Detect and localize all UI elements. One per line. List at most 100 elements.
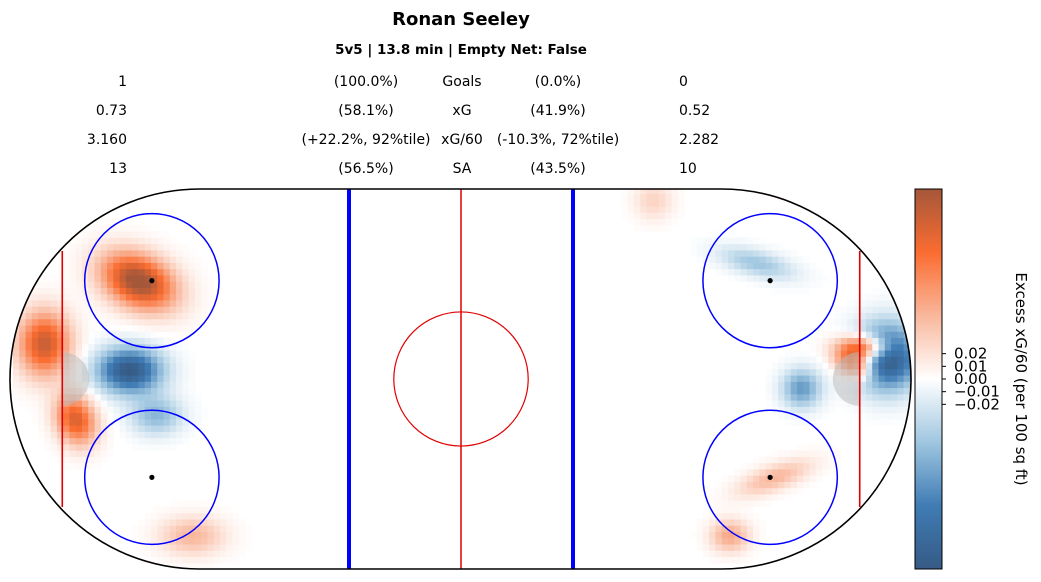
heat-cell (207, 306, 215, 313)
heat-cell (150, 324, 158, 332)
colorbar-swatch (915, 529, 942, 532)
heat-cell (665, 212, 673, 220)
heat-cell (853, 299, 861, 307)
heat-cell (138, 412, 146, 420)
colorbar-swatch (915, 203, 942, 206)
heat-cell (169, 518, 177, 526)
heat-cell (809, 418, 817, 426)
heat-cell (81, 249, 89, 257)
heat-cell (125, 406, 133, 414)
heat-cell (219, 537, 227, 545)
heat-cell (734, 487, 742, 495)
heat-cell (194, 412, 202, 420)
heat-cell (828, 381, 836, 389)
heat-cell (884, 356, 892, 364)
heat-cell (169, 287, 177, 295)
heat-cell (759, 462, 767, 470)
heat-cell (113, 293, 121, 301)
heat-cell (884, 400, 892, 407)
heat-cell (132, 349, 140, 357)
colorbar-swatch (915, 397, 942, 400)
heat-cell (50, 337, 58, 345)
heat-cell (182, 431, 190, 439)
heat-cell (188, 256, 196, 263)
heat-cell (88, 243, 96, 251)
heat-cell (715, 525, 723, 533)
heat-cell (213, 525, 221, 533)
heat-cell (163, 312, 171, 320)
heat-cell (790, 374, 798, 382)
heat-cell (803, 189, 811, 195)
heat-cell (238, 518, 246, 526)
heat-cell (119, 268, 127, 276)
heat-cell (132, 381, 140, 389)
heat-cell (169, 249, 177, 257)
heat-cell (765, 381, 773, 389)
heat-cell (790, 368, 798, 376)
colorbar-swatch (915, 565, 942, 568)
heat-cell (213, 556, 221, 564)
heat-cell (100, 456, 108, 464)
heat-cell (746, 462, 754, 470)
heat-cell (840, 324, 848, 332)
heat-cell (734, 243, 742, 251)
heat-cell (759, 243, 767, 251)
heat-cell (169, 543, 177, 551)
heat-cell (847, 331, 855, 339)
heat-cell (94, 349, 102, 357)
heat-cell (119, 418, 127, 426)
heat-cell (865, 418, 873, 426)
heat-cell (740, 518, 748, 526)
heat-cell (107, 381, 114, 389)
heat-cell (157, 356, 165, 364)
heat-cell (125, 306, 133, 313)
heat-cell (815, 274, 823, 282)
heat-cell (840, 306, 848, 313)
heat-cell (207, 518, 215, 526)
heat-cell (138, 525, 146, 533)
colorbar-swatch (915, 361, 942, 364)
heat-cell (207, 312, 215, 320)
heat-cell (144, 281, 152, 288)
heat-cell (734, 506, 742, 514)
heat-cell (107, 287, 114, 295)
heat-cell (219, 506, 227, 514)
heat-cell (797, 368, 804, 376)
heat-cell (715, 500, 723, 507)
heat-cell (56, 456, 64, 464)
heat-cell (25, 324, 33, 332)
heat-cell (63, 274, 71, 282)
heat-cell (157, 437, 165, 445)
heat-cell (75, 406, 83, 414)
heat-cell (188, 531, 196, 539)
heat-cell (891, 362, 898, 370)
heat-cell (69, 268, 77, 276)
colorbar-swatch (915, 211, 942, 214)
colorbar-swatch (915, 221, 942, 224)
heat-cell (797, 256, 804, 263)
heat-cell (201, 525, 209, 533)
heat-cell (640, 206, 648, 213)
heat-cell (132, 368, 140, 376)
heat-cell (771, 493, 779, 501)
heat-cell (38, 374, 45, 382)
heat-cell (765, 281, 773, 288)
heat-cell (150, 231, 158, 238)
heat-cell (157, 406, 165, 414)
heat-cell (176, 268, 183, 276)
heat-cell (38, 387, 45, 395)
heat-cell (50, 324, 58, 332)
heat-cell (31, 412, 39, 420)
heat-cell (176, 531, 183, 539)
heat-cell (119, 356, 127, 364)
heat-cell (194, 562, 202, 569)
heat-cell (809, 362, 817, 370)
colorbar-swatch (915, 555, 942, 558)
heat-cell (753, 537, 760, 545)
heat-cell (771, 374, 779, 382)
heat-cell (94, 406, 102, 414)
heat-cell (25, 381, 33, 389)
heat-cell (50, 274, 58, 282)
heat-cell (828, 400, 836, 407)
colorbar-swatch (915, 413, 942, 416)
